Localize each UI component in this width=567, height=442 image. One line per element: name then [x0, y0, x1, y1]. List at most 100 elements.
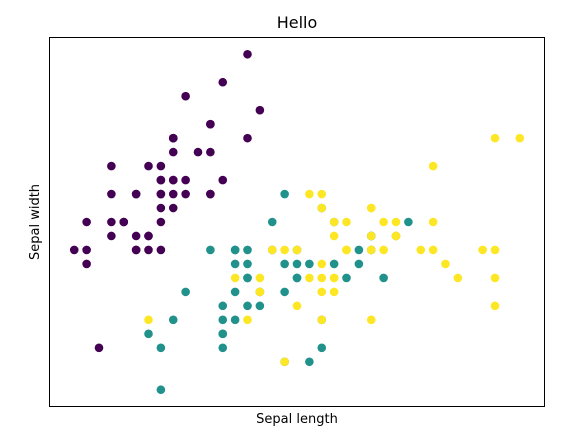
data-point-class-1	[206, 245, 215, 255]
data-point-class-1	[317, 343, 327, 353]
data-point-class-1	[379, 273, 388, 283]
data-point-class-2	[317, 315, 327, 325]
data-point-class-0	[181, 175, 190, 185]
data-point-class-2	[428, 245, 438, 255]
data-point-class-0	[218, 77, 228, 87]
data-point-class-0	[243, 133, 252, 143]
data-point-class-2	[478, 245, 487, 255]
data-point-class-1	[243, 245, 252, 255]
data-point-class-2	[329, 273, 339, 283]
data-point-class-0	[69, 245, 79, 255]
data-point-class-0	[168, 203, 178, 213]
data-point-class-2	[292, 245, 302, 255]
data-point-class-2	[255, 287, 265, 297]
data-point-class-1	[230, 259, 240, 269]
data-point-class-1	[156, 343, 166, 353]
data-point-class-0	[255, 105, 265, 115]
data-point-class-2	[428, 161, 438, 171]
data-point-class-2	[342, 217, 351, 227]
data-point-class-0	[144, 245, 153, 255]
data-point-class-1	[342, 273, 351, 283]
data-point-class-1	[354, 259, 364, 269]
data-point-class-1	[243, 259, 252, 269]
data-point-class-2	[317, 203, 327, 213]
data-point-class-2	[144, 315, 153, 325]
data-point-class-2	[255, 273, 265, 283]
data-point-class-0	[181, 91, 190, 101]
data-point-class-0	[144, 161, 153, 171]
data-point-class-0	[107, 231, 116, 241]
plot-area	[49, 37, 545, 407]
data-point-class-1	[354, 245, 364, 255]
data-point-class-0	[94, 343, 104, 353]
data-point-class-1	[218, 301, 228, 311]
data-point-class-2	[280, 245, 289, 255]
data-point-class-0	[82, 245, 91, 255]
data-point-class-1	[218, 315, 228, 325]
data-point-class-0	[82, 259, 91, 269]
data-point-class-2	[366, 203, 376, 213]
data-point-class-1	[230, 315, 240, 325]
data-point-class-2	[267, 245, 277, 255]
data-point-class-1	[292, 259, 302, 269]
data-point-class-0	[156, 217, 166, 227]
data-point-class-2	[317, 259, 327, 269]
data-point-class-2	[292, 301, 302, 311]
data-point-class-1	[243, 301, 252, 311]
data-point-class-1	[280, 259, 289, 269]
data-point-class-2	[379, 245, 388, 255]
data-point-class-1	[218, 329, 228, 339]
data-point-class-0	[168, 133, 178, 143]
chart-title: Hello	[277, 13, 318, 32]
data-point-class-1	[255, 301, 265, 311]
data-point-class-2	[416, 245, 426, 255]
data-point-class-2	[391, 217, 401, 227]
data-point-class-2	[342, 245, 351, 255]
data-point-class-2	[366, 315, 376, 325]
data-point-class-2	[305, 273, 314, 283]
data-point-class-0	[168, 175, 178, 185]
data-point-class-1	[305, 259, 314, 269]
data-point-class-1	[156, 385, 166, 395]
data-point-class-0	[107, 161, 116, 171]
data-point-class-2	[243, 315, 252, 325]
data-point-class-0	[119, 217, 129, 227]
data-point-class-2	[428, 217, 438, 227]
data-point-class-2	[515, 133, 525, 143]
data-point-class-2	[453, 273, 463, 283]
data-point-class-0	[218, 175, 228, 185]
data-point-class-1	[218, 343, 228, 353]
data-point-class-0	[131, 231, 141, 241]
y-axis-label: Sepal width	[28, 184, 43, 260]
data-point-class-1	[243, 273, 252, 283]
data-point-class-0	[144, 231, 153, 241]
data-point-class-2	[441, 259, 450, 269]
data-point-class-0	[107, 189, 116, 199]
data-point-class-1	[168, 315, 178, 325]
data-point-class-0	[107, 217, 116, 227]
data-point-class-0	[156, 203, 166, 213]
data-point-class-2	[329, 231, 339, 241]
data-point-class-2	[490, 245, 500, 255]
data-points	[69, 49, 525, 395]
data-point-class-0	[181, 189, 190, 199]
data-point-class-1	[144, 329, 153, 339]
data-point-class-1	[292, 273, 302, 283]
data-point-class-0	[168, 147, 178, 157]
data-point-class-0	[206, 189, 215, 199]
data-point-class-0	[156, 189, 166, 199]
data-point-class-1	[305, 357, 314, 367]
data-point-class-1	[181, 287, 190, 297]
data-point-class-2	[329, 217, 339, 227]
data-point-class-0	[168, 189, 178, 199]
data-point-class-1	[329, 259, 339, 269]
data-point-class-2	[317, 273, 327, 283]
data-point-class-0	[156, 245, 166, 255]
data-point-class-1	[230, 245, 240, 255]
data-point-class-2	[366, 231, 376, 241]
data-point-class-2	[366, 245, 376, 255]
data-point-class-2	[490, 301, 500, 311]
data-point-class-0	[131, 189, 141, 199]
data-point-class-0	[206, 147, 215, 157]
